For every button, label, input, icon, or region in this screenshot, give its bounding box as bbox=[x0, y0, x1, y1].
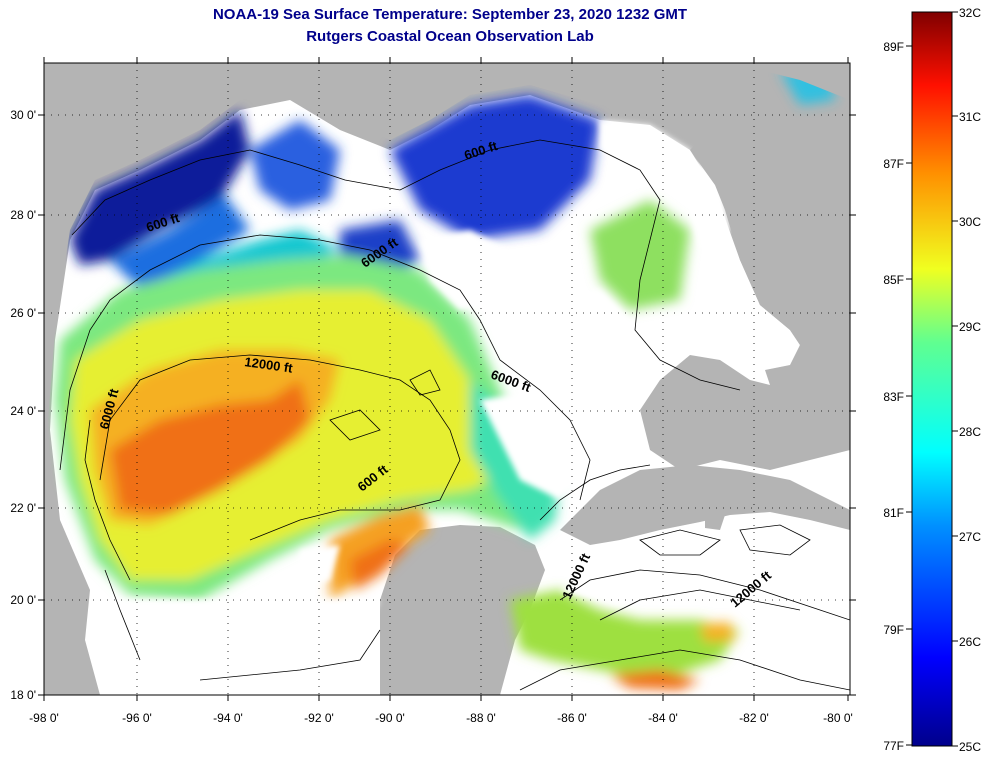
cb-c-label: 30C bbox=[959, 215, 981, 229]
axis-ticks bbox=[38, 57, 856, 701]
lon-label: -96 0' bbox=[122, 711, 152, 725]
map-border bbox=[43, 62, 851, 696]
lon-label: -94 0' bbox=[213, 711, 243, 725]
lat-label: 20 0' bbox=[10, 593, 36, 607]
lon-label: -98 0' bbox=[29, 711, 59, 725]
clouds bbox=[110, 120, 830, 660]
lon-label: -88 0' bbox=[466, 711, 496, 725]
map-subtitle: Rutgers Coastal Ocean Observation Lab bbox=[306, 28, 594, 45]
lon-label: -92 0' bbox=[304, 711, 334, 725]
lat-label: 28 0' bbox=[10, 208, 36, 222]
north-coast bbox=[44, 63, 850, 530]
lon-label: -84 0' bbox=[648, 711, 678, 725]
yucatan bbox=[380, 525, 545, 695]
bathymetry-contours bbox=[59, 139, 850, 691]
contour-label: 12000 ft bbox=[244, 354, 295, 376]
lon-label: -90 0' bbox=[375, 711, 405, 725]
longitude-labels: -98 0' -96 0' -94 0' -92 0' -90 0' -88 0… bbox=[29, 711, 853, 725]
cb-f-label: 79F bbox=[883, 623, 904, 637]
cb-c-label: 25C bbox=[959, 740, 981, 754]
cuba bbox=[560, 465, 850, 545]
lon-label: -82 0' bbox=[739, 711, 769, 725]
cb-c-label: 32C bbox=[959, 6, 981, 20]
map-title: NOAA-19 Sea Surface Temperature: Septemb… bbox=[212, 6, 688, 23]
colorbar-celsius-labels: 32C 31C 30C 29C 28C 27C 26C 25C bbox=[959, 6, 981, 754]
cb-c-label: 31C bbox=[959, 110, 981, 124]
lat-label: 24 0' bbox=[10, 404, 36, 418]
lat-label: 30 0' bbox=[10, 108, 36, 122]
colorbar-ticks bbox=[906, 11, 958, 747]
cb-c-label: 29C bbox=[959, 320, 981, 334]
island bbox=[705, 510, 725, 530]
map-area: 600 ft 6000 ft 12000 ft 6000 ft 6000 ft … bbox=[44, 63, 850, 695]
lat-label: 26 0' bbox=[10, 306, 36, 320]
cb-f-label: 89F bbox=[883, 40, 904, 54]
cb-c-label: 27C bbox=[959, 530, 981, 544]
cb-c-label: 26C bbox=[959, 635, 981, 649]
cb-f-label: 83F bbox=[883, 390, 904, 404]
lon-label: -86 0' bbox=[557, 711, 587, 725]
cb-f-label: 81F bbox=[883, 506, 904, 520]
lon-label: -80 0' bbox=[823, 711, 853, 725]
cb-f-label: 87F bbox=[883, 157, 904, 171]
latitude-labels: 18 0' 20 0' 22 0' 24 0' 26 0' 28 0' 30 0… bbox=[10, 108, 36, 702]
colorbar bbox=[911, 11, 953, 747]
cb-c-label: 28C bbox=[959, 425, 981, 439]
florida bbox=[690, 110, 845, 388]
cb-f-label: 77F bbox=[883, 739, 904, 753]
cb-f-label: 85F bbox=[883, 273, 904, 287]
lat-label: 18 0' bbox=[10, 688, 36, 702]
graticule bbox=[44, 63, 850, 695]
lat-label: 22 0' bbox=[10, 501, 36, 515]
colorbar-fahrenheit-labels: 89F 87F 85F 83F 81F 79F 77F bbox=[883, 40, 904, 753]
